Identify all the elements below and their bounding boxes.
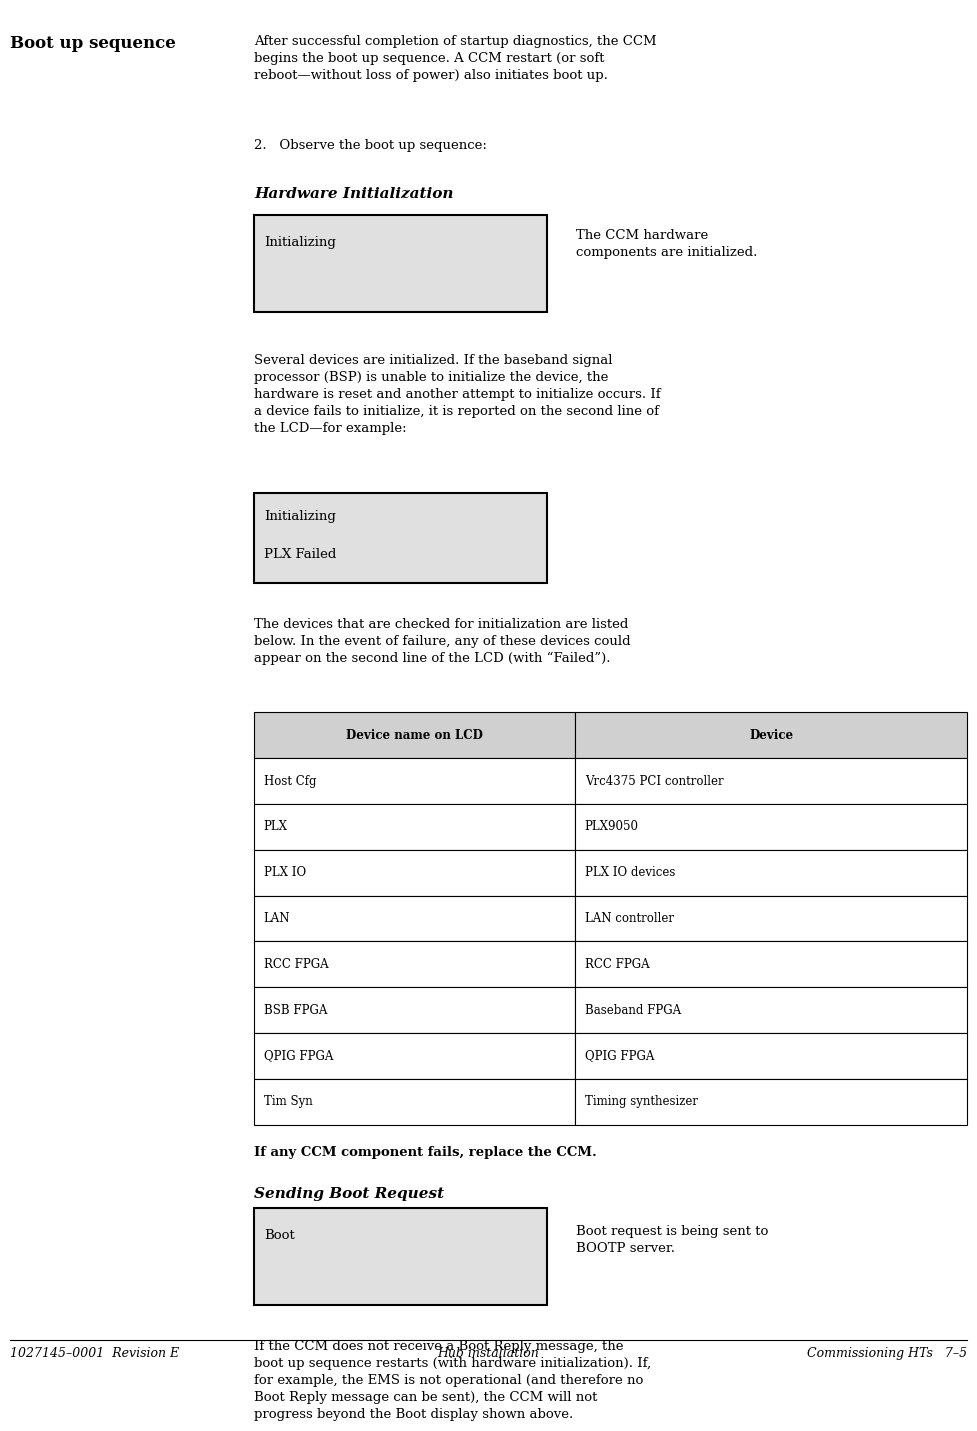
FancyBboxPatch shape: [574, 713, 967, 758]
FancyBboxPatch shape: [254, 850, 574, 896]
FancyBboxPatch shape: [254, 758, 574, 804]
Text: Several devices are initialized. If the baseband signal
processor (BSP) is unabl: Several devices are initialized. If the …: [254, 353, 660, 435]
FancyBboxPatch shape: [574, 942, 967, 987]
FancyBboxPatch shape: [254, 942, 574, 987]
FancyBboxPatch shape: [254, 215, 547, 312]
Text: RCC FPGA: RCC FPGA: [584, 957, 650, 970]
Text: If the CCM does not receive a Boot Reply message, the
boot up sequence restarts : If the CCM does not receive a Boot Reply…: [254, 1339, 651, 1421]
Text: 1027145–0001  Revision E: 1027145–0001 Revision E: [10, 1348, 179, 1361]
FancyBboxPatch shape: [574, 896, 967, 942]
FancyBboxPatch shape: [254, 1033, 574, 1079]
FancyBboxPatch shape: [254, 987, 574, 1033]
Text: LAN controller: LAN controller: [584, 912, 674, 924]
FancyBboxPatch shape: [574, 987, 967, 1033]
Text: PLX IO devices: PLX IO devices: [584, 866, 675, 879]
Text: Initializing: Initializing: [264, 509, 336, 522]
FancyBboxPatch shape: [574, 804, 967, 850]
Text: The devices that are checked for initialization are listed
below. In the event o: The devices that are checked for initial…: [254, 618, 630, 665]
Text: Boot: Boot: [264, 1229, 294, 1242]
Text: Device: Device: [749, 728, 793, 741]
FancyBboxPatch shape: [574, 758, 967, 804]
Text: Host Cfg: Host Cfg: [264, 774, 317, 787]
Text: PLX: PLX: [264, 820, 288, 833]
Text: Hub installation: Hub installation: [438, 1348, 539, 1361]
Text: PLX9050: PLX9050: [584, 820, 639, 833]
Text: QPIG FPGA: QPIG FPGA: [264, 1049, 333, 1062]
Text: If any CCM component fails, replace the CCM.: If any CCM component fails, replace the …: [254, 1146, 597, 1159]
Text: PLX IO: PLX IO: [264, 866, 306, 879]
FancyBboxPatch shape: [254, 896, 574, 942]
Text: QPIG FPGA: QPIG FPGA: [584, 1049, 655, 1062]
FancyBboxPatch shape: [254, 713, 574, 758]
Text: Boot request is being sent to
BOOTP server.: Boot request is being sent to BOOTP serv…: [576, 1225, 769, 1255]
Text: Commissioning HTs   7–5: Commissioning HTs 7–5: [807, 1348, 967, 1361]
FancyBboxPatch shape: [254, 1079, 574, 1125]
FancyBboxPatch shape: [254, 492, 547, 584]
Text: LAN: LAN: [264, 912, 290, 924]
Text: Initializing: Initializing: [264, 236, 336, 249]
Text: Sending Boot Request: Sending Boot Request: [254, 1188, 445, 1201]
Text: Vrc4375 PCI controller: Vrc4375 PCI controller: [584, 774, 723, 787]
FancyBboxPatch shape: [254, 804, 574, 850]
FancyBboxPatch shape: [574, 850, 967, 896]
Text: Device name on LCD: Device name on LCD: [346, 728, 483, 741]
Text: After successful completion of startup diagnostics, the CCM
begins the boot up s: After successful completion of startup d…: [254, 34, 657, 82]
Text: Baseband FPGA: Baseband FPGA: [584, 1003, 681, 1016]
Text: The CCM hardware
components are initialized.: The CCM hardware components are initiali…: [576, 229, 758, 259]
FancyBboxPatch shape: [574, 1033, 967, 1079]
Text: Tim Syn: Tim Syn: [264, 1095, 313, 1109]
FancyBboxPatch shape: [574, 1079, 967, 1125]
Text: 2.   Observe the boot up sequence:: 2. Observe the boot up sequence:: [254, 139, 487, 152]
Text: BSB FPGA: BSB FPGA: [264, 1003, 327, 1016]
Text: Boot up sequence: Boot up sequence: [10, 34, 176, 52]
Text: Timing synthesizer: Timing synthesizer: [584, 1095, 698, 1109]
FancyBboxPatch shape: [254, 1208, 547, 1305]
Text: Hardware Initialization: Hardware Initialization: [254, 187, 453, 202]
Text: RCC FPGA: RCC FPGA: [264, 957, 328, 970]
Text: PLX Failed: PLX Failed: [264, 548, 336, 561]
